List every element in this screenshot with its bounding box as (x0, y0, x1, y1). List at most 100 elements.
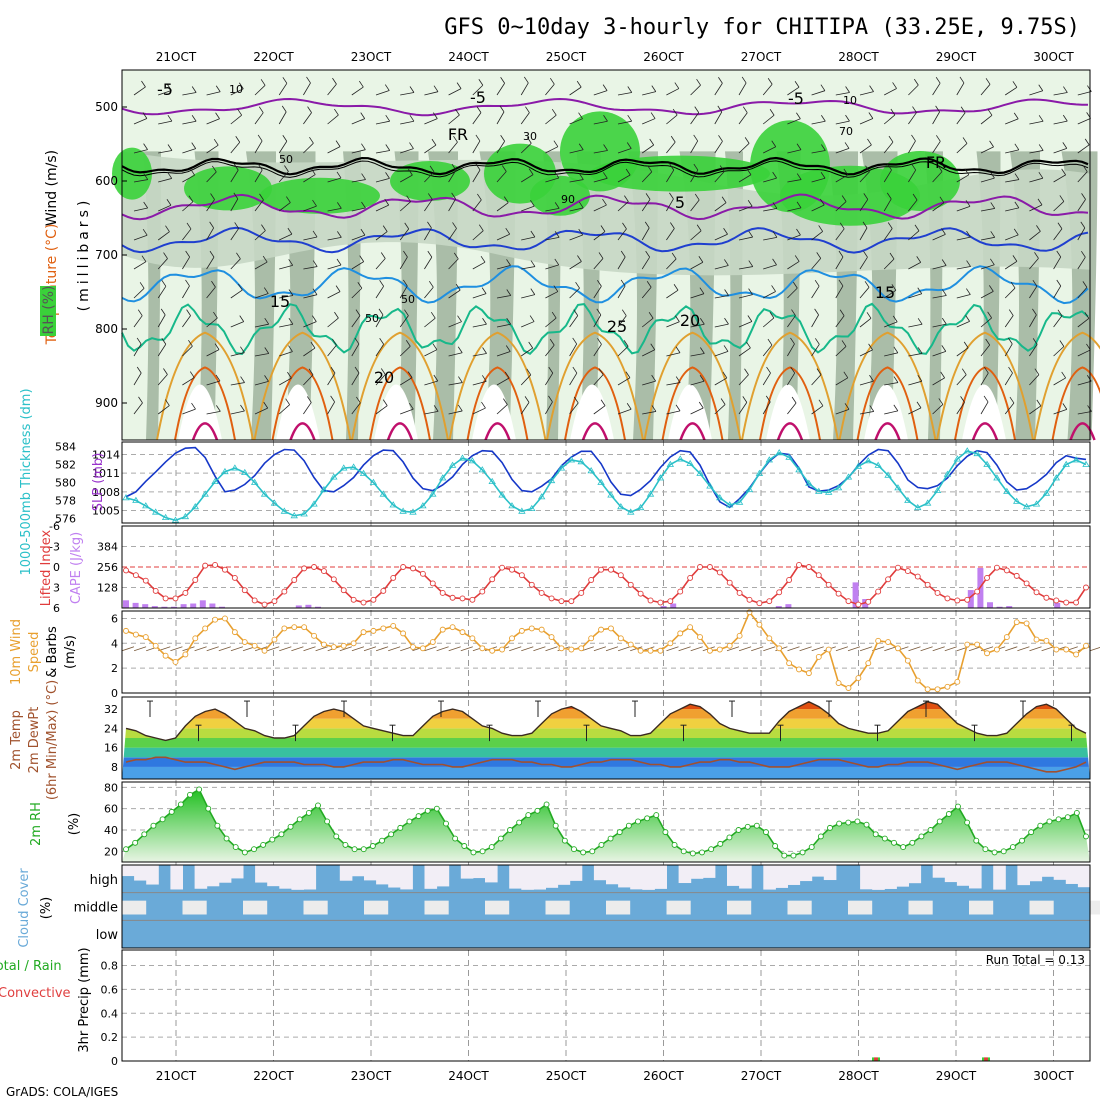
upper-wind-barb (133, 179, 148, 183)
thickness-point (468, 457, 477, 464)
upper-wind-barb-feather (167, 84, 172, 91)
upper-wind-barb-feather (359, 255, 365, 262)
lifted-index-point (954, 597, 961, 604)
wind-speed-point (360, 629, 367, 636)
upper-wind-barb (254, 140, 263, 154)
upper-wind-barb-feather (481, 375, 487, 382)
upper-wind-barb (351, 86, 364, 96)
thickness-point (300, 510, 308, 517)
upper-wind-barb-feather (213, 138, 219, 146)
upper-wind-barb-feather (306, 396, 312, 403)
upper-wind-barb-feather (724, 317, 729, 325)
cape-bar (305, 604, 312, 608)
upper-wind-barb-feather (215, 112, 220, 119)
cape-tick: 256 (97, 561, 118, 574)
upper-wind-barb (859, 318, 872, 328)
upper-wind-barb (811, 344, 820, 357)
lifted-index-point (657, 599, 664, 606)
upper-wind-barb-feather (524, 396, 530, 403)
rh2m-point (1009, 844, 1016, 851)
upper-wind-barb-feather (624, 195, 629, 202)
upper-wind-barb-feather (746, 341, 751, 349)
upper-wind-barb (496, 202, 509, 212)
rh-contour-label: 50 (279, 153, 293, 166)
cape-bar (295, 605, 302, 608)
upper-wind-barb (883, 114, 896, 125)
wind-speed-point (1053, 646, 1060, 653)
thickness-line (125, 450, 1087, 522)
upper-wind-barb (690, 353, 705, 357)
upper-wind-barb (690, 293, 705, 299)
rh-tick: 40 (104, 824, 118, 837)
thickness-point (864, 457, 872, 464)
upper-wind-barb-feather (869, 374, 874, 382)
upper-wind-barb (303, 205, 317, 212)
upper-wind-barb (762, 114, 775, 125)
upper-wind-barb-feather (214, 343, 220, 350)
temp-contour-25 (351, 331, 449, 441)
ylabel-precip-convective: Convective (0, 986, 71, 1001)
cloud-high-gap (339, 865, 353, 881)
temp-contour-35 (191, 422, 219, 441)
wind-speed-point (469, 635, 476, 642)
upper-wind-barb-feather (213, 311, 218, 319)
upper-wind-barb-feather (335, 140, 341, 147)
rh2m-point (863, 821, 870, 828)
lifted-index-point (261, 601, 268, 608)
upper-wind-barb-feather (309, 136, 314, 144)
dry-gap (962, 384, 1006, 440)
upper-wind-barb (884, 382, 899, 386)
upper-wind-barb (520, 112, 530, 125)
cloud-middle-gap (243, 900, 268, 915)
upper-wind-barb (448, 410, 463, 415)
upper-wind-barb-feather (384, 198, 390, 206)
upper-wind-barb-feather (504, 371, 510, 379)
surface-wind-barb (908, 646, 921, 652)
upper-wind-barb-feather (1008, 366, 1013, 374)
cloud-high-gap (811, 865, 825, 877)
panel-frame-cld (121, 864, 1091, 949)
wind-speed-point (1083, 642, 1089, 649)
upper-wind-barb-feather (573, 396, 579, 404)
lifted-index-point (340, 587, 347, 594)
upper-wind-barb-feather (625, 371, 631, 378)
rh2m-point (671, 841, 678, 848)
cloud-high-gap (279, 865, 292, 889)
wind-speed-point (538, 626, 545, 633)
upper-wind-barb-feather (573, 309, 579, 316)
upper-wind-barb-feather (891, 284, 897, 291)
lifted-index-point (410, 565, 416, 572)
cloud-high-gap (485, 865, 498, 883)
cloud-high-gap (642, 865, 655, 890)
cloud-high-gap (400, 865, 413, 890)
upper-wind-barb-feather (821, 144, 826, 151)
cloud-high-gap (230, 865, 244, 879)
upper-wind-barb-feather (1062, 142, 1068, 149)
upper-wind-barb (738, 143, 750, 154)
upper-wind-barb-feather (361, 143, 366, 150)
surface-wind-barb (835, 646, 849, 652)
upper-wind-barb (835, 120, 850, 125)
freezing-level-line-inner (121, 160, 1089, 178)
upper-wind-barb (230, 321, 244, 328)
upper-wind-barb-feather (672, 108, 678, 116)
date-label-bottom: 26OCT (643, 1069, 684, 1083)
lifted-index-point (766, 598, 773, 605)
upper-wind-barb-feather (481, 287, 487, 294)
lifted-index-point (697, 564, 703, 570)
rh2m-point (927, 827, 934, 833)
upper-wind-barb (666, 141, 676, 154)
upper-wind-barb-feather (669, 163, 675, 171)
upper-wind-barb (738, 236, 753, 241)
upper-wind-barb (666, 169, 675, 183)
upper-wind-barb-feather (160, 308, 166, 316)
upper-wind-barb (206, 286, 216, 299)
upper-wind-barb (206, 144, 219, 154)
pressure-tick: 700 (95, 248, 118, 262)
lifted-index-point (895, 564, 901, 571)
rh2m-point (470, 849, 477, 856)
cloud-high-gap (872, 865, 885, 890)
temp-contour-35 (971, 422, 999, 441)
upper-wind-barb (158, 90, 172, 96)
upper-wind-barb (400, 408, 414, 415)
